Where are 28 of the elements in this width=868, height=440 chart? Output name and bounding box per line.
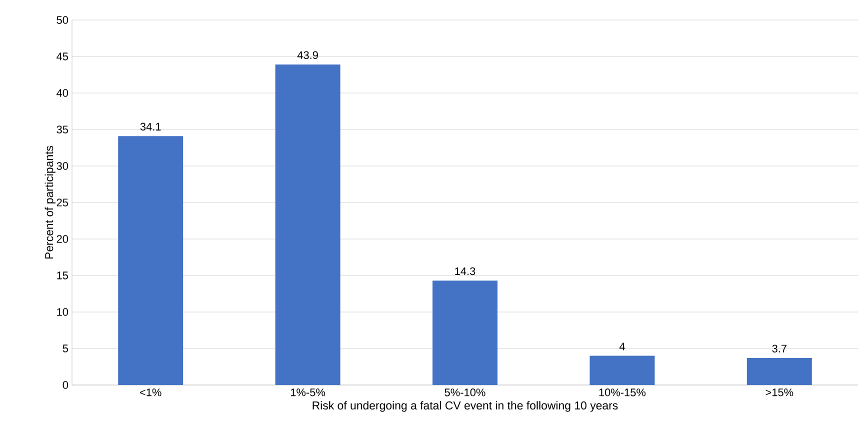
data-label: 34.1 bbox=[140, 122, 161, 131]
x-axis-title: Risk of undergoing a fatal CV event in the following 10 years bbox=[312, 401, 618, 412]
y-axis-title: Percent of participants bbox=[44, 146, 56, 259]
bar bbox=[275, 64, 340, 385]
y-tick-label: 40 bbox=[56, 89, 68, 97]
bar bbox=[432, 280, 498, 385]
x-tick-label: <1% bbox=[140, 388, 162, 396]
y-tick-label: 25 bbox=[56, 198, 68, 206]
y-tick-label: 0 bbox=[62, 381, 68, 389]
x-tick-label: >15% bbox=[766, 388, 794, 396]
y-tick-label: 10 bbox=[57, 308, 68, 316]
bar bbox=[118, 136, 184, 385]
y-tick-label: 5 bbox=[62, 344, 68, 352]
y-tick-label: 30 bbox=[56, 162, 68, 170]
y-tick-label: 50 bbox=[56, 16, 68, 24]
x-tick-label: 10%-15% bbox=[599, 388, 646, 396]
data-label: 43.9 bbox=[297, 51, 318, 60]
y-tick-label: 45 bbox=[56, 52, 68, 60]
x-tick-label: 5%-10% bbox=[444, 388, 486, 396]
y-tick-label: 15 bbox=[57, 272, 68, 280]
data-label: 3.7 bbox=[772, 344, 786, 352]
x-tick-label: 1%-5% bbox=[290, 388, 326, 396]
data-label: 14.3 bbox=[455, 267, 476, 276]
y-tick-label: 20 bbox=[56, 235, 68, 243]
bar bbox=[746, 358, 812, 385]
bar bbox=[590, 356, 655, 385]
y-tick-label: 35 bbox=[56, 126, 68, 134]
data-label: 4 bbox=[619, 342, 625, 350]
